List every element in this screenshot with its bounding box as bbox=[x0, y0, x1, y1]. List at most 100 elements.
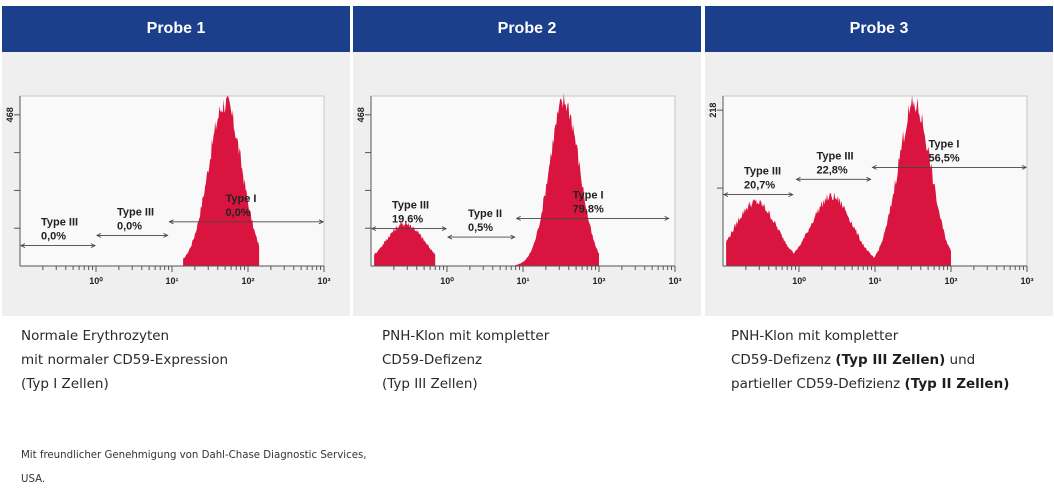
probe-2-description: PNH-Klon mit kompletter CD59-Defizenz (Typ… bbox=[382, 324, 549, 396]
gate-percentage: 0,0% bbox=[117, 220, 142, 232]
x-tick-label: 10³ bbox=[1020, 276, 1033, 286]
probe-3-title: Probe 3 bbox=[849, 20, 909, 37]
probe-3-chart-panel: 218 10⁰ 10¹ 10² 10³ Type III 20,7% Type III 22,8… bbox=[705, 52, 1053, 316]
y-max-label: 468 bbox=[356, 107, 366, 122]
gate-percentage: 20,7% bbox=[744, 180, 775, 192]
gate-arrow-right bbox=[866, 176, 872, 182]
x-tick-label: 10³ bbox=[668, 276, 681, 286]
probe-1-description: Normale Erythrozyten mit normaler CD59-Ex… bbox=[21, 324, 228, 396]
description-emphasis: (Typ II Zellen) bbox=[904, 376, 1010, 392]
gate-arrow-left bbox=[446, 234, 453, 240]
probe-1-title: Probe 1 bbox=[146, 20, 206, 37]
gate-label: Type III bbox=[41, 217, 78, 229]
histogram-peak bbox=[726, 199, 794, 266]
gate-percentage: 19,6% bbox=[392, 214, 423, 226]
gate-percentage: 79,8% bbox=[573, 203, 604, 215]
x-tick-label: 10³ bbox=[317, 276, 330, 286]
probe-1-header: Probe 1 bbox=[2, 6, 350, 52]
probe-1-chart-panel: 468 10⁰ 10¹ 10² 10³ Type III 0,0% Type III 0,0% T… bbox=[2, 52, 350, 316]
x-tick-label: 10¹ bbox=[868, 276, 881, 286]
x-tick-label: 10² bbox=[944, 276, 957, 286]
probe-3-description: PNH-Klon mit kompletter CD59-Defizenz (Ty… bbox=[731, 324, 1009, 396]
description-text: (Typ I Zellen) bbox=[21, 376, 109, 392]
description-line: PNH-Klon mit kompletter bbox=[731, 324, 1009, 348]
x-tick-label: 10⁰ bbox=[792, 276, 806, 286]
gate-arrow-right bbox=[1021, 164, 1028, 170]
footnote-line: USA. bbox=[21, 474, 46, 485]
footnote-line: Mit freundlicher Genehmigung von Dahl-Ch… bbox=[21, 450, 367, 461]
gate-percentage: 56,5% bbox=[929, 152, 960, 164]
histogram-series bbox=[374, 93, 599, 266]
gate-label: Type I bbox=[573, 189, 604, 201]
histogram-peak bbox=[791, 192, 874, 266]
gate-arrow-left bbox=[19, 243, 26, 249]
plot-area bbox=[19, 95, 325, 267]
probe-2-header: Probe 2 bbox=[353, 6, 701, 52]
gate-arrow-left bbox=[95, 232, 102, 238]
probe-1-column: Probe 1 468 10⁰ 10¹ 10² 10³ Type III 0,0% Type … bbox=[2, 6, 350, 316]
footnote: Mit freundlicher Genehmigung von Dahl-Ch… bbox=[21, 444, 367, 492]
description-line: CD59-Defizenz (Typ III Zellen) und bbox=[731, 348, 1009, 372]
plot-area bbox=[370, 95, 676, 267]
description-text: (Typ III Zellen) bbox=[382, 376, 478, 392]
x-tick-label: 10² bbox=[592, 276, 605, 286]
probe-3-header: Probe 3 bbox=[705, 6, 1053, 52]
gate-percentage: 22,8% bbox=[817, 164, 848, 176]
probe-1-histogram: 468 10⁰ 10¹ 10² 10³ Type III 0,0% Type III 0,0% T… bbox=[5, 95, 331, 286]
gate-label: Type III bbox=[817, 150, 854, 162]
histogram-peak bbox=[869, 95, 951, 266]
gate-label: Type I bbox=[929, 138, 960, 150]
description-text: PNH-Klon mit kompletter bbox=[731, 328, 899, 344]
description-line: (Typ I Zellen) bbox=[21, 372, 228, 396]
probe-2-chart-panel: 468 10⁰ 10¹ 10² 10³ Type III 19,6% Type II 0,5% T… bbox=[353, 52, 701, 316]
histogram-series bbox=[726, 95, 951, 266]
gate-arrow-right bbox=[510, 234, 516, 240]
gate-arrow-left bbox=[515, 215, 521, 221]
gate-arrow-left bbox=[370, 226, 377, 232]
gate-arrow-left bbox=[168, 219, 174, 225]
histogram-peak bbox=[374, 222, 436, 266]
description-line: PNH-Klon mit kompletter bbox=[382, 324, 549, 348]
description-text: und bbox=[945, 352, 976, 368]
description-emphasis: (Typ III Zellen) bbox=[835, 352, 946, 368]
description-line: Normale Erythrozyten bbox=[21, 324, 228, 348]
gate-label: Type II bbox=[468, 208, 502, 220]
x-tick-label: 10¹ bbox=[165, 276, 178, 286]
description-text: CD59-Defizenz bbox=[382, 352, 483, 368]
histogram-series bbox=[183, 95, 260, 266]
description-text: partieller CD59-Defizienz bbox=[731, 376, 905, 392]
y-max-label: 218 bbox=[708, 103, 718, 118]
gate-percentage: 0,0% bbox=[41, 231, 66, 243]
gate-arrow-right bbox=[90, 243, 97, 249]
description-line: mit normaler CD59-Expression bbox=[21, 348, 228, 372]
gate-arrow-right bbox=[664, 215, 670, 221]
probe-3-column: Probe 3 218 10⁰ 10¹ 10² 10³ Type III 20,7% Type… bbox=[705, 6, 1053, 316]
gate-label: Type III bbox=[392, 200, 429, 212]
probe-3-histogram: 218 10⁰ 10¹ 10² 10³ Type III 20,7% Type III 22,8… bbox=[708, 95, 1034, 286]
y-max-label: 468 bbox=[5, 107, 15, 122]
probe-2-title: Probe 2 bbox=[497, 20, 557, 37]
description-text: CD59-Defizenz bbox=[731, 352, 836, 368]
description-line: (Typ III Zellen) bbox=[382, 372, 549, 396]
x-tick-label: 10⁰ bbox=[89, 276, 103, 286]
description-line: partieller CD59-Defizienz (Typ II Zellen… bbox=[731, 372, 1009, 396]
x-tick-label: 10² bbox=[241, 276, 254, 286]
probe-2-column: Probe 2 468 10⁰ 10¹ 10² 10³ Type III 19,6% Type… bbox=[353, 6, 701, 316]
gate-arrow-right bbox=[788, 192, 794, 198]
probe-2-histogram: 468 10⁰ 10¹ 10² 10³ Type III 19,6% Type II 0,5% T… bbox=[356, 93, 682, 286]
gate-arrow-left bbox=[795, 176, 801, 182]
description-text: mit normaler CD59-Expression bbox=[21, 352, 229, 368]
description-line: CD59-Defizenz bbox=[382, 348, 549, 372]
description-text: Normale Erythrozyten bbox=[21, 328, 170, 344]
x-tick-label: 10¹ bbox=[516, 276, 529, 286]
histogram-peak bbox=[515, 93, 599, 266]
gate-arrow-left bbox=[871, 164, 877, 170]
gate-percentage: 0,5% bbox=[468, 222, 493, 234]
gate-label: Type I bbox=[226, 193, 257, 205]
gate-label: Type III bbox=[744, 166, 781, 178]
gate-arrow-right bbox=[441, 226, 448, 232]
gate-arrow-right bbox=[163, 232, 169, 238]
x-tick-label: 10⁰ bbox=[440, 276, 454, 286]
gate-label: Type III bbox=[117, 206, 154, 218]
gate-percentage: 0,0% bbox=[226, 207, 251, 219]
